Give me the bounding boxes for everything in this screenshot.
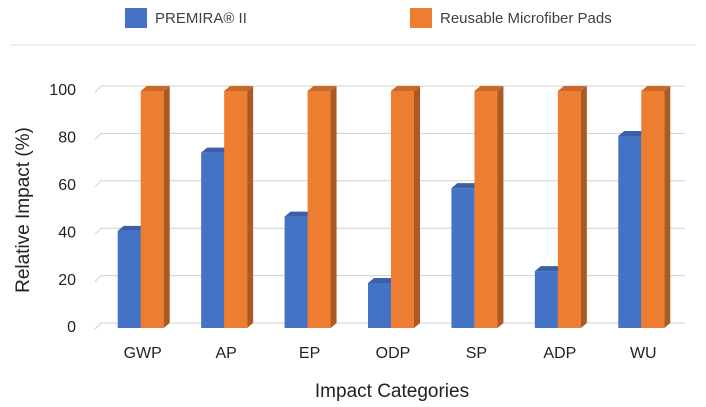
y-axis-title: Relative Impact (%): [13, 127, 34, 293]
bar-front: [140, 91, 164, 328]
bar-front: [201, 152, 225, 328]
bar-front: [307, 91, 331, 328]
bar-top: [307, 86, 337, 91]
bar-front: [557, 91, 581, 328]
bar-front: [284, 216, 308, 328]
legend-swatch: [125, 8, 147, 28]
bar-front: [451, 188, 475, 328]
y-tick-label: 20: [58, 272, 76, 289]
bar-top: [201, 147, 231, 153]
bar-top: [368, 277, 397, 283]
bar-top: [534, 266, 564, 272]
category-group: [451, 86, 504, 328]
bar-side: [330, 86, 337, 328]
bar: [474, 86, 504, 328]
x-tick-label: AP: [215, 345, 236, 362]
category-group: [534, 86, 587, 328]
bar: [391, 86, 420, 328]
bar-front: [474, 91, 498, 328]
bar-side: [247, 86, 254, 328]
bar-top: [284, 211, 314, 217]
category-group: [284, 86, 337, 328]
bar-top: [117, 225, 147, 231]
bar-top: [618, 131, 648, 137]
x-tick-label: ADP: [543, 345, 576, 362]
bar-top: [451, 183, 481, 189]
bar-side: [163, 86, 170, 328]
bar-top: [557, 86, 587, 91]
legend-label: Reusable Microfiber Pads: [440, 10, 612, 27]
legend-swatch: [410, 8, 432, 28]
bar-front: [534, 271, 558, 328]
bar-top: [224, 86, 254, 91]
x-tick-label: WU: [630, 345, 657, 362]
x-tick-label: GWP: [124, 345, 162, 362]
x-tick-label: EP: [299, 345, 320, 362]
bar-front: [641, 91, 665, 328]
bar-side: [580, 86, 587, 328]
y-tick-label: 40: [58, 224, 76, 241]
x-axis-title: Impact Categories: [315, 381, 469, 402]
y-tick-label: 100: [49, 82, 76, 99]
bar-top: [641, 86, 671, 91]
bar: [557, 86, 587, 328]
bar-side: [414, 86, 420, 328]
bar: [307, 86, 337, 328]
grid-line: [94, 180, 685, 188]
bar-side: [664, 86, 671, 328]
category-group: [368, 86, 420, 328]
bar-top: [474, 86, 504, 91]
bar-front: [117, 230, 141, 328]
category-group: [618, 86, 671, 328]
bar-front: [368, 282, 391, 328]
grid-line: [94, 85, 685, 93]
bar: [140, 86, 170, 328]
y-tick-label: 0: [67, 319, 76, 336]
category-group: [201, 86, 254, 328]
bar-top: [140, 86, 170, 91]
bar-front: [618, 136, 642, 328]
bar-front: [224, 91, 248, 328]
grid-line: [94, 132, 685, 140]
y-tick-label: 60: [58, 177, 76, 194]
grid-line: [94, 227, 685, 235]
bar-top: [391, 86, 420, 91]
y-tick-label: 80: [58, 130, 76, 147]
legend-label: PREMIRA® II: [155, 10, 247, 27]
bar: [641, 86, 671, 328]
bar-side: [497, 86, 504, 328]
bar: [224, 86, 254, 328]
category-group: [117, 86, 170, 328]
x-tick-label: ODP: [376, 345, 411, 362]
bar-front: [391, 91, 414, 328]
x-tick-label: SP: [466, 345, 487, 362]
